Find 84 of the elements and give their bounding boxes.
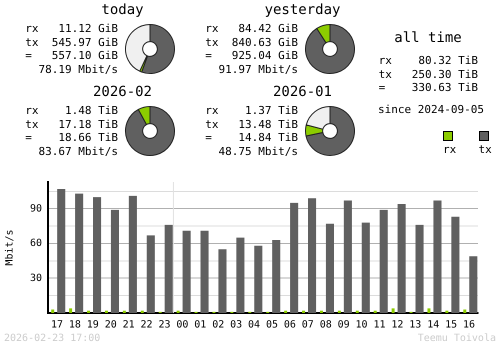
text: since 2024-09-05 <box>378 102 484 116</box>
bar <box>128 196 137 313</box>
bar <box>51 310 54 313</box>
bar <box>463 310 466 313</box>
text: rx 80.32 TiB <box>378 54 478 67</box>
chart-title: yesterday <box>264 2 342 18</box>
chart-title: 2026-01 <box>272 84 333 100</box>
text: tx 13.48 TiB <box>205 118 298 130</box>
x-tick-label: 20 <box>104 320 117 331</box>
chart-title: today <box>100 2 145 18</box>
text: rx 84.42 GiB <box>205 22 298 35</box>
bar <box>344 200 352 313</box>
x-tick-label: 04 <box>248 320 260 331</box>
bar <box>146 235 155 313</box>
bar <box>398 204 406 313</box>
x-tick-label: 02 <box>212 320 224 331</box>
y-axis-title: Mbit/s <box>4 229 16 266</box>
x-tick-label: 05 <box>266 320 278 331</box>
text: = 557.10 GiB <box>25 49 118 62</box>
bar <box>164 224 173 313</box>
bar <box>57 188 66 313</box>
x-tick-label: 00 <box>176 320 188 331</box>
x-tick-label: 19 <box>86 320 99 331</box>
x-tick-label: 23 <box>158 320 170 331</box>
text: = 18.66 TiB <box>25 131 118 144</box>
x-tick-label: 03 <box>230 320 242 331</box>
text: tx 840.63 GiB <box>205 36 298 48</box>
chart-title: 2026-02 <box>92 84 153 100</box>
x-tick-label: 11 <box>373 320 386 331</box>
x-tick-label: 12 <box>391 320 404 331</box>
x-tick-label: 14 <box>427 320 440 331</box>
x-tick-label: 13 <box>409 320 422 331</box>
text: rx 1.48 TiB <box>25 104 118 117</box>
x-tick-label: 01 <box>194 320 206 331</box>
x-tick-label: 17 <box>50 320 63 331</box>
text: 91.97 Mbit/s <box>218 62 298 76</box>
x-tick-label: 21 <box>122 320 135 331</box>
text: = 330.63 TiB <box>378 81 478 94</box>
text: 83.67 Mbit/s <box>38 144 118 158</box>
legend-label: tx <box>478 142 493 156</box>
bar <box>110 210 120 313</box>
bar <box>427 308 430 313</box>
x-tick-label: 07 <box>302 320 314 331</box>
bar <box>362 222 370 313</box>
bar <box>326 224 334 313</box>
bar <box>451 216 460 313</box>
text: = 925.04 GiB <box>205 49 298 62</box>
bar <box>416 224 424 313</box>
x-tick-label: 22 <box>140 320 153 331</box>
bar <box>218 249 227 313</box>
bar <box>469 256 478 313</box>
text: tx 545.97 GiB <box>25 36 118 48</box>
legend-label: rx <box>443 142 458 156</box>
bar <box>433 200 442 313</box>
text: tx 17.18 TiB <box>25 118 118 130</box>
x-tick-label: 18 <box>68 320 81 331</box>
y-tick-label: 60 <box>30 238 42 250</box>
bar <box>75 194 84 313</box>
text: 78.19 Mbit/s <box>38 62 118 76</box>
text: rx 1.37 TiB <box>205 104 298 117</box>
bar <box>272 240 280 313</box>
y-tick-label: 30 <box>30 272 42 284</box>
x-tick-label: 16 <box>463 320 476 331</box>
bar <box>200 230 209 313</box>
bar <box>93 197 102 313</box>
bar <box>308 198 316 313</box>
x-tick-label: 08 <box>320 320 332 331</box>
x-tick-label: 06 <box>284 320 296 331</box>
bar <box>69 308 72 313</box>
x-tick-label: 09 <box>338 320 350 331</box>
bar <box>290 202 298 313</box>
text: tx 250.30 TiB <box>378 68 478 80</box>
bar <box>254 246 262 313</box>
text: rx 11.12 GiB <box>25 22 118 35</box>
text: = 14.84 TiB <box>205 131 298 144</box>
bar <box>380 210 388 313</box>
bar <box>182 230 191 313</box>
x-tick-label: 10 <box>356 320 368 331</box>
text: 48.75 Mbit/s <box>218 144 298 158</box>
bar <box>392 308 395 313</box>
x-tick-label: 15 <box>445 320 458 331</box>
bar <box>236 238 244 313</box>
y-tick-label: 90 <box>30 203 42 214</box>
text: all time <box>393 30 463 46</box>
